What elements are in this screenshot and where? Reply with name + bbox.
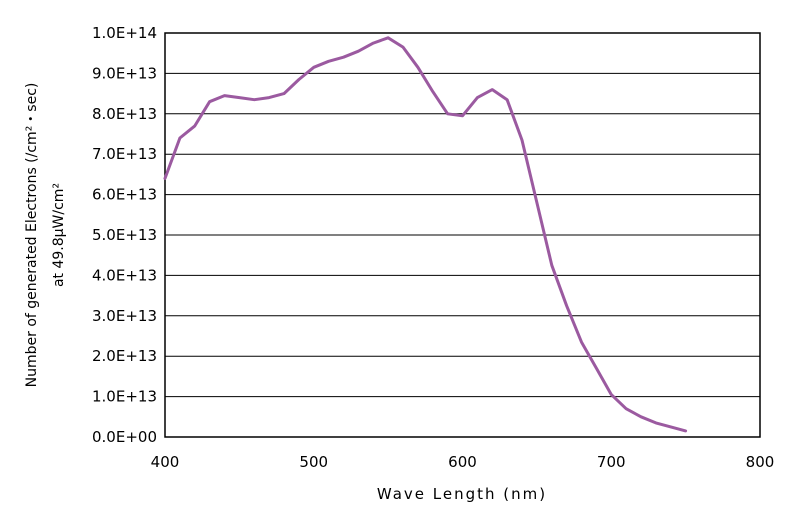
x-tick-label: 400 <box>151 453 180 471</box>
y-axis-ticks: 0.0E+00 1.0E+13 2.0E+13 3.0E+13 4.0E+13 5.0E+… <box>92 24 157 446</box>
y-axis-title-group-2: at 49.8μW/cm² <box>51 183 67 287</box>
series-layer <box>163 36 688 433</box>
y-tick-label: 7.0E+13 <box>92 145 157 163</box>
x-tick-label: 600 <box>448 453 477 471</box>
y-tick-label: 2.0E+13 <box>92 347 157 365</box>
grid <box>165 72 760 398</box>
y-tick-label: 1.0E+13 <box>92 388 157 406</box>
x-tick-label: 700 <box>597 453 626 471</box>
plot-frame <box>164 32 761 438</box>
y-tick-label: 3.0E+13 <box>92 307 157 325</box>
x-tick-label: 500 <box>299 453 328 471</box>
y-tick-label: 8.0E+13 <box>92 105 157 123</box>
y-axis-title-line1: Number of generated Electrons (/cm²・sec) <box>24 83 40 388</box>
y-tick-label: 5.0E+13 <box>92 226 157 244</box>
y-tick-label: 6.0E+13 <box>92 186 157 204</box>
y-axis-title-line2: at 49.8μW/cm² <box>51 183 67 287</box>
y-tick-label: 4.0E+13 <box>92 266 157 284</box>
y-tick-label: 9.0E+13 <box>92 64 157 82</box>
series-line <box>163 36 688 433</box>
x-axis-title: Wave Length (nm) <box>377 485 547 503</box>
x-axis-ticks: 400 500 600 700 800 <box>151 453 775 471</box>
y-axis-title-group: Number of generated Electrons (/cm²・sec) <box>24 83 40 388</box>
y-tick-label: 1.0E+14 <box>92 24 157 42</box>
x-tick-label: 800 <box>746 453 775 471</box>
y-tick-label: 0.0E+00 <box>92 428 157 446</box>
